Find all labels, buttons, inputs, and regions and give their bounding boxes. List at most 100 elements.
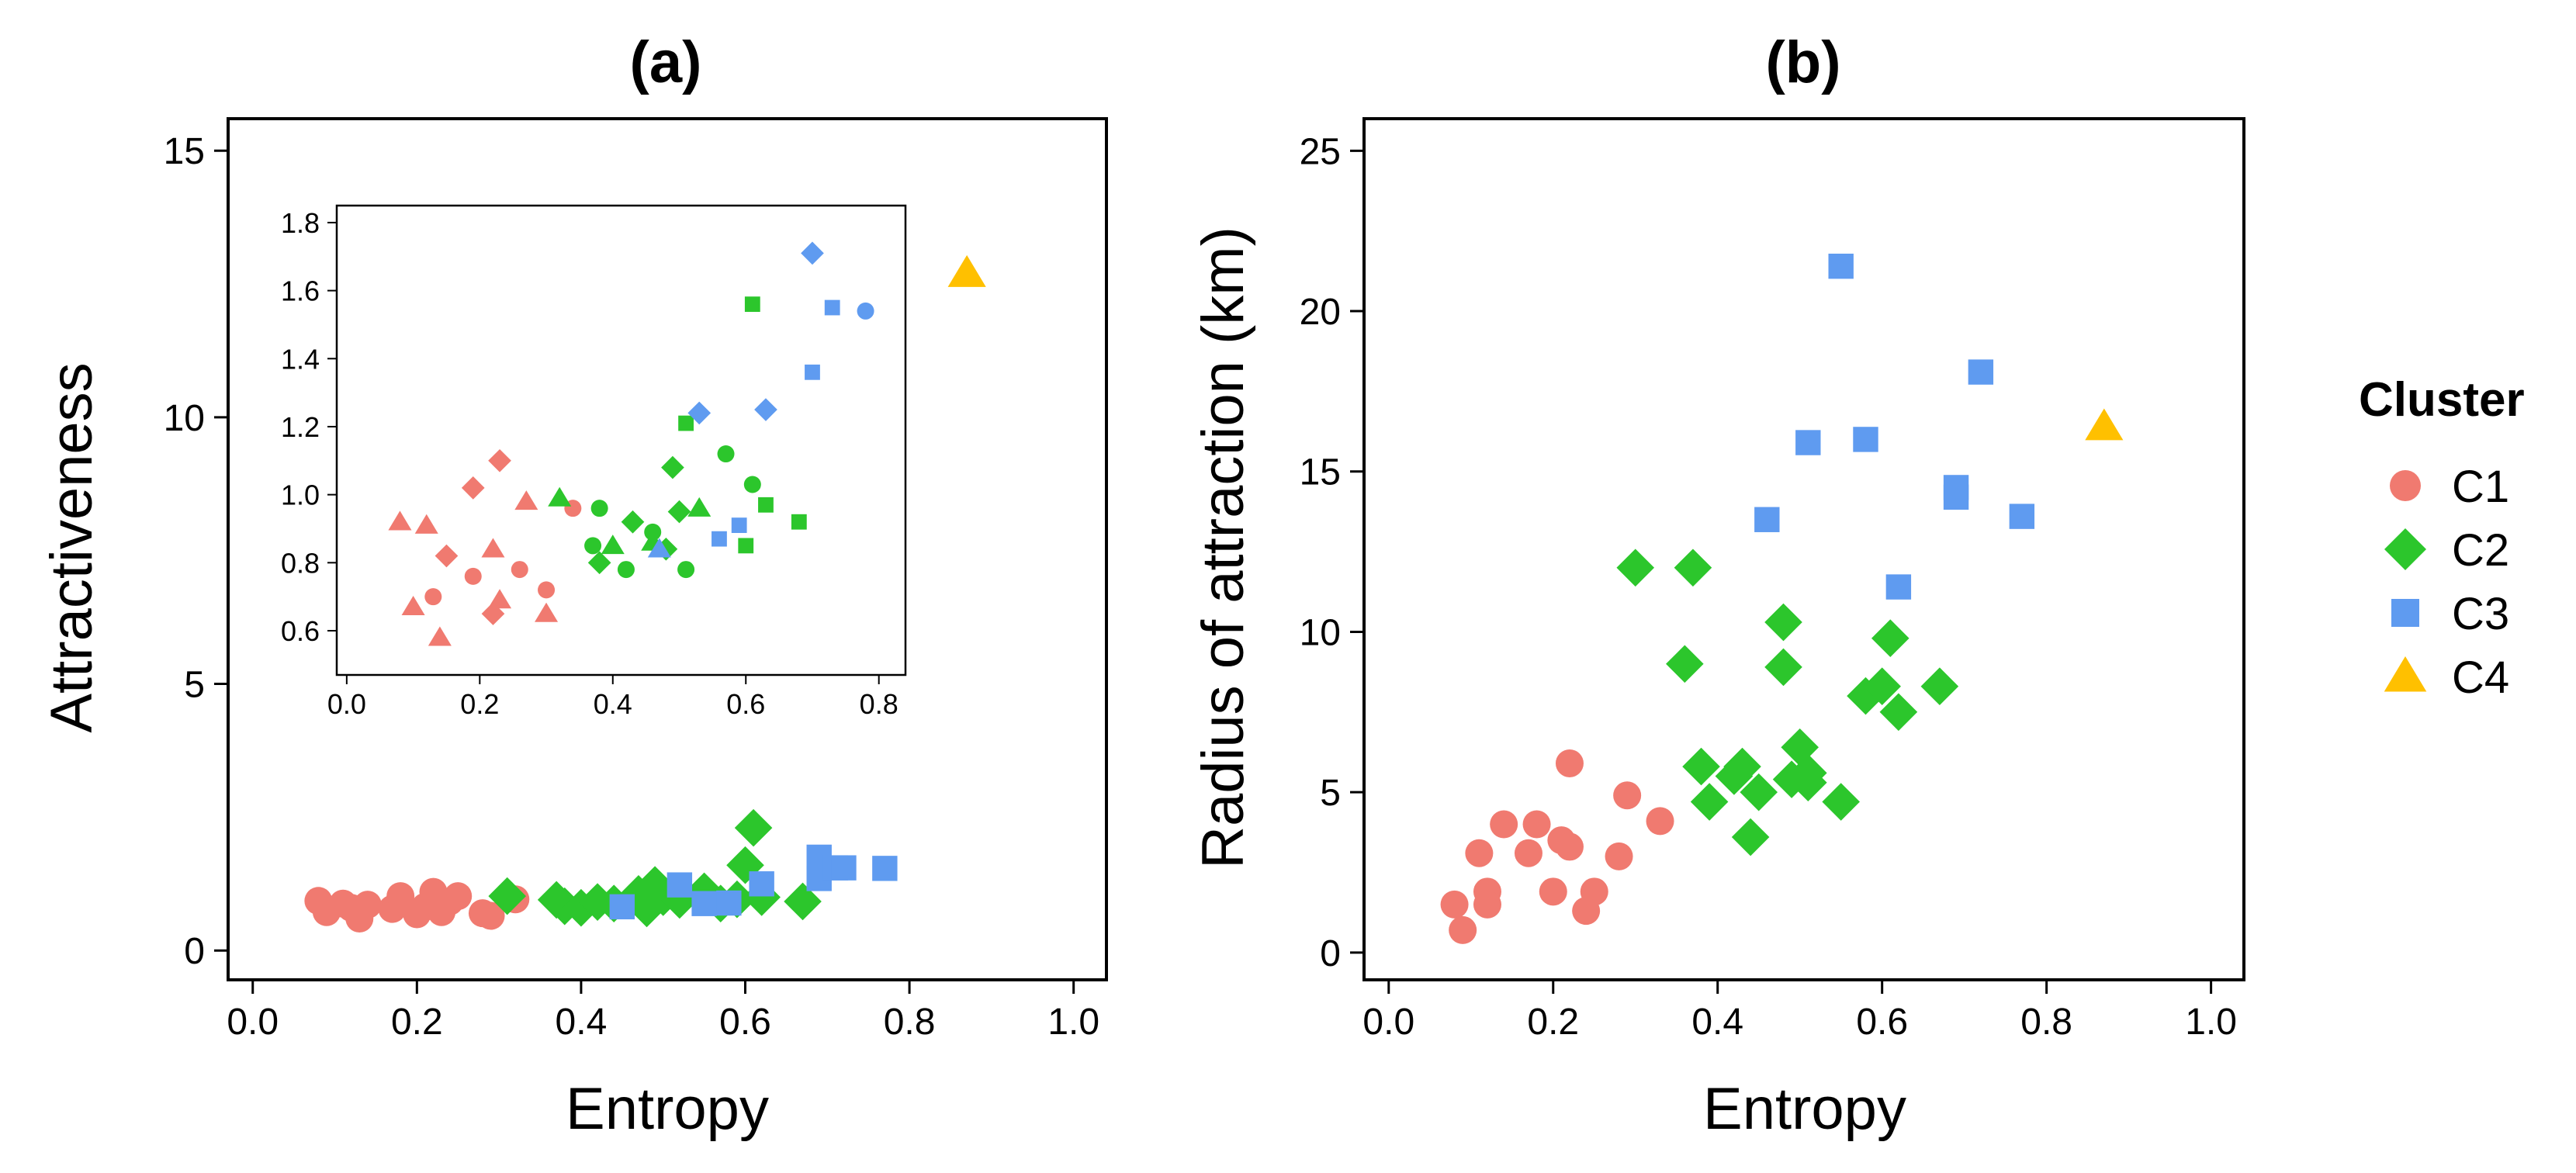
panel-b-y-tick-label: 15 [1300, 452, 1341, 493]
inset-point-circle [464, 567, 482, 585]
panel-a-point-c2 [784, 882, 822, 921]
legend-key-c3 [2391, 599, 2419, 627]
inset-point-square [824, 299, 840, 316]
inset-point-triangle [647, 538, 671, 558]
panel-b-points [1440, 253, 2124, 944]
panel-b-point-c1 [1613, 781, 1642, 810]
inset-point-diamond [488, 448, 511, 472]
panel-b-point-c4 [2085, 408, 2124, 441]
panel-b-point-c3 [1795, 430, 1821, 455]
legend-title: Cluster [2359, 373, 2525, 427]
inset-point-diamond [621, 510, 645, 534]
inset-point-diamond [481, 602, 505, 625]
inset-point-square [738, 538, 754, 554]
inset-point-circle [590, 500, 608, 517]
inset-point-square [791, 514, 807, 530]
panel-b-point-c1 [1440, 890, 1469, 919]
legend-key-c1 [2390, 470, 2421, 501]
inset-point-circle [617, 561, 635, 579]
legend-items: C1 C2 C3 C4 [2384, 462, 2509, 703]
legend-label-c1: C1 [2452, 462, 2509, 512]
inset-y-tick-label: 1.6 [281, 275, 320, 307]
panel-b-point-c1 [1580, 877, 1608, 906]
panel-b-x-ticks: 0.0 0.2 0.4 0.6 0.8 1.0 [1362, 980, 2237, 1043]
panel-a-x-ticks: 0.0 0.2 0.4 0.6 0.8 1.0 [227, 980, 1099, 1043]
inset-x-tick-label: 0.8 [860, 688, 898, 720]
inset-point-square [678, 415, 694, 431]
panel-b-point-c1 [1522, 810, 1551, 839]
panel-b-point-c2 [1772, 760, 1811, 798]
inset-point-square [744, 296, 760, 313]
panel-b-point-c2 [1781, 728, 1819, 766]
panel-a-y-tick-label: 15 [164, 131, 205, 172]
inset-y-tick-label: 1.8 [281, 207, 320, 239]
inset-point-circle [424, 588, 442, 606]
panel-a-point-c2 [660, 881, 699, 919]
panel-a-point-c3 [691, 891, 717, 916]
inset-point-triangle [514, 490, 538, 510]
inset-point-diamond [667, 500, 691, 524]
panel-b-point-c3 [1968, 359, 1994, 385]
panel-b-point-c1 [1449, 915, 1477, 944]
panel-b-x-tick-label: 0.0 [1362, 1002, 1414, 1043]
panel-b-x-tick-label: 1.0 [2185, 1002, 2237, 1043]
panel-a-point-c4 [947, 254, 986, 287]
panel-b-point-c2 [1723, 747, 1761, 786]
inset-point-triangle [414, 514, 438, 534]
panel-a-x-tick-label: 0.8 [884, 1002, 936, 1043]
panel-b-x-tick-label: 0.4 [1691, 1002, 1743, 1043]
inset-x-ticks: 0.0 0.2 0.4 0.6 0.8 [327, 675, 898, 720]
legend-key-c2 [2384, 528, 2426, 570]
inset-point-diamond [801, 241, 824, 265]
panel-b-point-c1 [1605, 842, 1633, 870]
panel-a-y-ticks: 0 5 10 15 [164, 131, 228, 972]
panel-a-title: (a) [630, 29, 702, 95]
legend-key-c4 [2384, 656, 2427, 692]
panel-b-point-c2 [1731, 818, 1770, 856]
inset-x-tick-label: 0.2 [460, 688, 499, 720]
panel-b-y-tick-label: 5 [1320, 773, 1341, 814]
inset-x-tick-label: 0.4 [594, 688, 632, 720]
inset-point-square [805, 364, 820, 380]
inset-point-diamond [661, 455, 684, 479]
inset-points [388, 241, 874, 646]
panel-a-points [304, 254, 986, 933]
panel-b-point-c1 [1555, 749, 1584, 777]
inset-point-triangle [428, 626, 452, 646]
panel-a-point-c3 [749, 871, 774, 897]
inset-point-diamond [435, 544, 459, 568]
inset-plot-frame [335, 204, 907, 676]
panel-b-y-tick-label: 10 [1300, 612, 1341, 653]
panel-b-point-c3 [1885, 574, 1912, 600]
panel-b-point-c2 [1822, 783, 1860, 821]
panel-a-x-tick-label: 0.6 [719, 1002, 771, 1043]
panel-a-point-c3 [831, 855, 857, 881]
panel-a-point-c3 [667, 872, 693, 898]
panel-a-point-c1 [386, 882, 415, 911]
panel-b-point-c2 [1666, 645, 1704, 683]
inset-point-square [758, 497, 774, 513]
panel-a-point-c2 [734, 808, 773, 847]
panel-a-y-tick-label: 5 [184, 665, 205, 706]
panel-a-x-tick-label: 1.0 [1047, 1002, 1099, 1043]
panel-a-y-tick-label: 0 [184, 931, 205, 972]
inset-point-circle [584, 537, 602, 555]
panel-b-point-c3 [1754, 507, 1780, 532]
panel-b-point-c2 [1674, 548, 1712, 587]
legend-label-c4: C4 [2452, 652, 2509, 703]
inset-point-circle [717, 445, 735, 463]
legend-label-c2: C2 [2452, 525, 2509, 576]
inset-point-square [731, 517, 747, 534]
panel-b-point-c1 [1646, 807, 1674, 836]
panel-a-point-c2 [488, 877, 527, 915]
panel-b-point-c3 [1828, 253, 1854, 279]
panel-b-x-tick-label: 0.2 [1527, 1002, 1579, 1043]
inset-point-diamond [687, 401, 712, 425]
inset-y-tick-label: 1.4 [281, 343, 320, 375]
inset-point-circle [677, 561, 695, 579]
panel-b-point-c2 [1740, 773, 1778, 811]
panel-b-point-c3 [1943, 484, 1969, 510]
panel-a-point-c2 [562, 888, 601, 927]
panel-b-point-c1 [1514, 839, 1542, 867]
